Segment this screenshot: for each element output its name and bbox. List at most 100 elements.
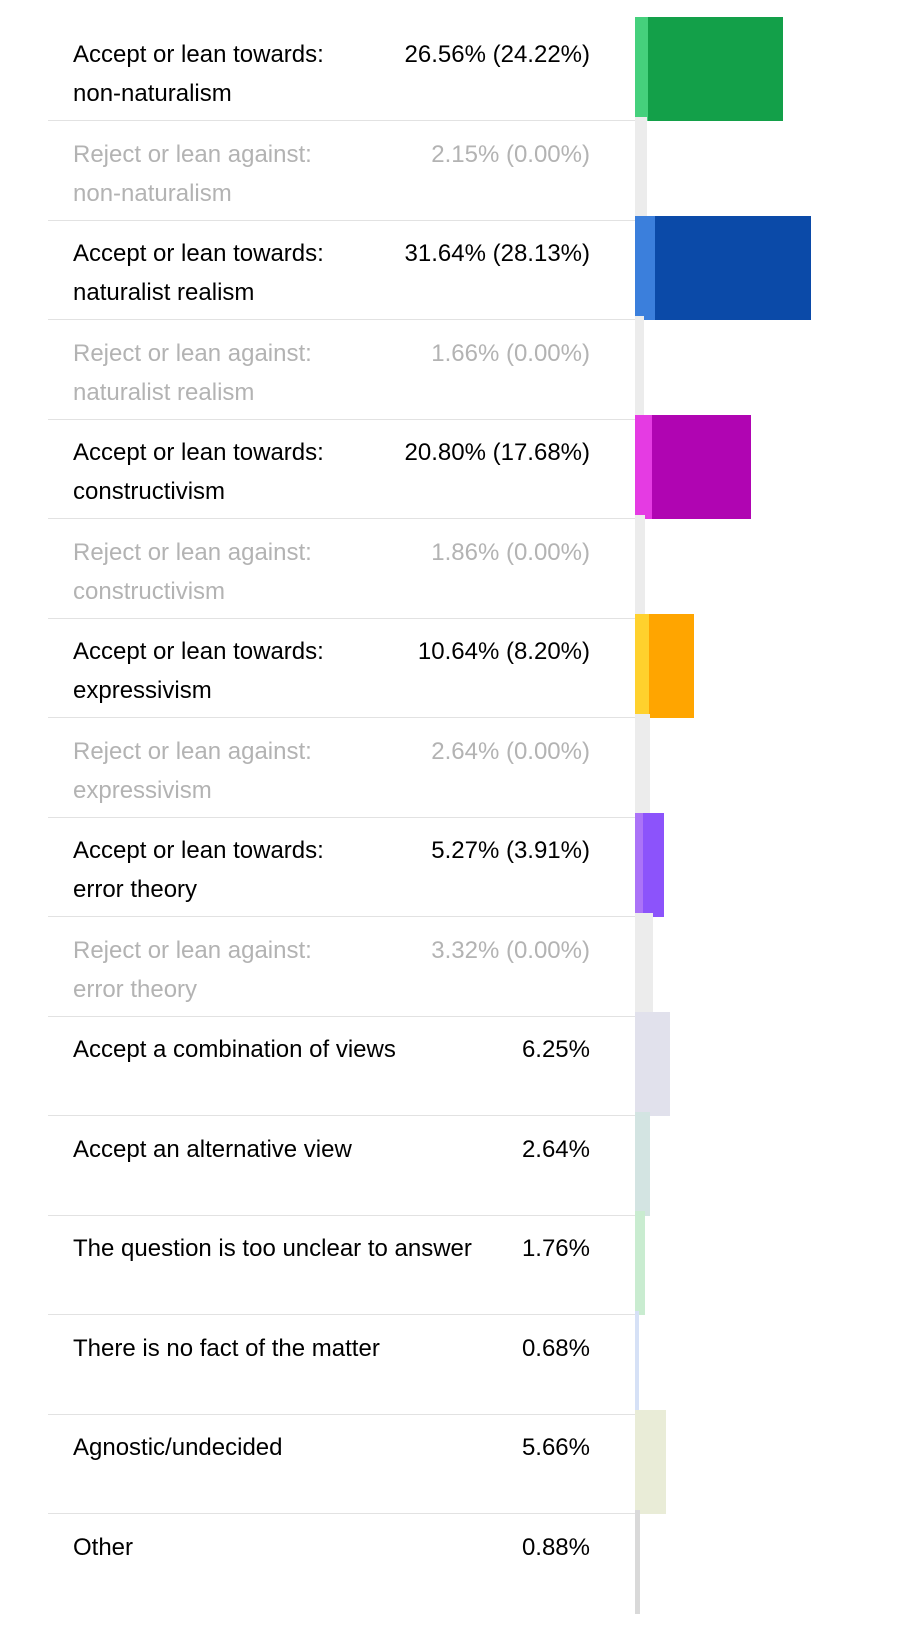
result-row: Agnostic/undecided 5.66%	[48, 1410, 916, 1514]
bar-segment-lean	[635, 415, 653, 519]
result-row: Accept or lean towards: naturalist realis…	[48, 216, 916, 320]
option-label: The question is too unclear to answer	[73, 1229, 472, 1268]
row-divider	[48, 518, 635, 519]
option-label: Accept or lean towards: constructivism	[73, 433, 393, 511]
result-bar	[635, 1311, 639, 1415]
result-bar	[635, 117, 647, 221]
row-divider	[48, 618, 635, 619]
result-row: Other 0.88%	[48, 1510, 916, 1614]
bar-segment	[635, 913, 654, 1017]
result-row: The question is too unclear to answer 1.7…	[48, 1211, 916, 1315]
bar-segment-accept	[648, 614, 695, 718]
option-label-line1: Reject or lean against:	[73, 340, 312, 367]
option-label-line2: error theory	[73, 976, 198, 1003]
option-label: Accept an alternative view	[73, 1130, 393, 1169]
bar-segment-lean	[635, 614, 649, 718]
row-divider	[48, 1215, 635, 1216]
bar-segment	[635, 1012, 670, 1116]
row-divider	[48, 1513, 635, 1514]
result-bar	[635, 1012, 670, 1116]
option-label-line1: Reject or lean against:	[73, 539, 312, 566]
option-label: Accept or lean towards: expressivism	[73, 632, 393, 710]
row-divider	[48, 1016, 635, 1017]
result-bar	[635, 1410, 667, 1514]
option-label: Reject or lean against: expressivism	[73, 732, 393, 810]
bar-segment	[635, 1510, 640, 1614]
result-bar	[635, 17, 783, 121]
bar-segment-lean	[635, 216, 655, 320]
result-bar	[635, 216, 811, 320]
result-row: Accept or lean towards: expressivism 10.64…	[48, 614, 916, 718]
row-divider	[48, 220, 635, 221]
option-label-line2: non-naturalism	[73, 180, 232, 207]
percentage-value: 5.66%	[521, 1434, 590, 1461]
option-label: Reject or lean against: non-naturalism	[73, 135, 393, 213]
option-label-line2: non-naturalism	[73, 80, 232, 107]
option-label-line1: The question is too unclear to answer	[73, 1235, 472, 1262]
bar-segment-lean	[635, 17, 649, 121]
result-row: Reject or lean against: non-naturalism 2.1…	[48, 117, 916, 221]
bar-segment-accept	[652, 415, 751, 519]
result-bar	[635, 714, 650, 818]
option-label-line2: constructivism	[73, 478, 226, 505]
percentage-value: 31.64% (28.13%)	[404, 240, 590, 267]
option-label: Accept a combination of views	[73, 1030, 396, 1069]
bar-segment-accept	[642, 813, 665, 917]
bar-segment	[635, 714, 650, 818]
option-label-line1: There is no fact of the matter	[73, 1335, 380, 1362]
result-row: There is no fact of the matter 0.68%	[48, 1311, 916, 1415]
option-label-line1: Reject or lean against:	[73, 937, 312, 964]
result-row: Accept a combination of views 6.25%	[48, 1012, 916, 1116]
option-label: Accept or lean towards: non-naturalism	[73, 35, 393, 113]
row-divider	[48, 120, 635, 121]
result-bar	[635, 614, 695, 718]
percentage-value: 2.64% (0.00%)	[431, 738, 590, 765]
option-label: There is no fact of the matter	[73, 1329, 393, 1368]
option-label-line1: Accept a combination of views	[73, 1036, 396, 1063]
option-label-line1: Accept or lean towards:	[73, 837, 324, 864]
row-divider	[48, 717, 635, 718]
row-divider	[48, 916, 635, 917]
bar-segment	[635, 1410, 667, 1514]
option-label: Reject or lean against: naturalist realis…	[73, 334, 393, 412]
bar-segment-accept	[648, 17, 783, 121]
option-label-line2: naturalist realism	[73, 379, 255, 406]
option-label-line1: Accept an alternative view	[73, 1136, 352, 1163]
option-label-line1: Accept or lean towards:	[73, 638, 324, 665]
bar-segment	[635, 515, 646, 619]
percentage-value: 5.27% (3.91%)	[431, 837, 590, 864]
row-divider	[48, 1414, 635, 1415]
option-label-line1: Agnostic/undecided	[73, 1434, 283, 1461]
option-label: Other	[73, 1528, 393, 1567]
bar-segment	[635, 117, 647, 221]
option-label: Agnostic/undecided	[73, 1428, 393, 1467]
option-label-line1: Reject or lean against:	[73, 141, 312, 168]
result-row: Accept or lean towards: constructivism 20.…	[48, 415, 916, 519]
option-label-line1: Accept or lean towards:	[73, 41, 324, 68]
result-row: Accept or lean towards: non-naturalism 26.…	[48, 17, 916, 121]
result-bar	[635, 913, 654, 1017]
option-label-line2: expressivism	[73, 677, 212, 704]
option-label: Accept or lean towards: error theory	[73, 831, 393, 909]
row-divider	[48, 319, 635, 320]
option-label-line2: constructivism	[73, 578, 226, 605]
percentage-value: 26.56% (24.22%)	[404, 41, 590, 68]
result-row: Accept an alternative view 2.64%	[48, 1112, 916, 1216]
option-label-line2: expressivism	[73, 777, 212, 804]
result-bar	[635, 316, 645, 420]
bar-segment	[635, 316, 645, 420]
result-row: Reject or lean against: error theory 3.32%…	[48, 913, 916, 1017]
option-label: Reject or lean against: constructivism	[73, 533, 393, 611]
option-label: Accept or lean towards: naturalist realis…	[73, 234, 393, 312]
percentage-value: 1.66% (0.00%)	[431, 340, 590, 367]
bar-segment	[635, 1311, 639, 1415]
option-label: Reject or lean against: error theory	[73, 931, 393, 1009]
row-divider	[48, 419, 635, 420]
row-divider	[48, 1314, 635, 1315]
option-label-line1: Accept or lean towards:	[73, 240, 324, 267]
result-bar	[635, 515, 646, 619]
percentage-value: 2.15% (0.00%)	[431, 141, 590, 168]
bar-segment-lean	[635, 813, 643, 917]
option-label-line2: error theory	[73, 876, 198, 903]
